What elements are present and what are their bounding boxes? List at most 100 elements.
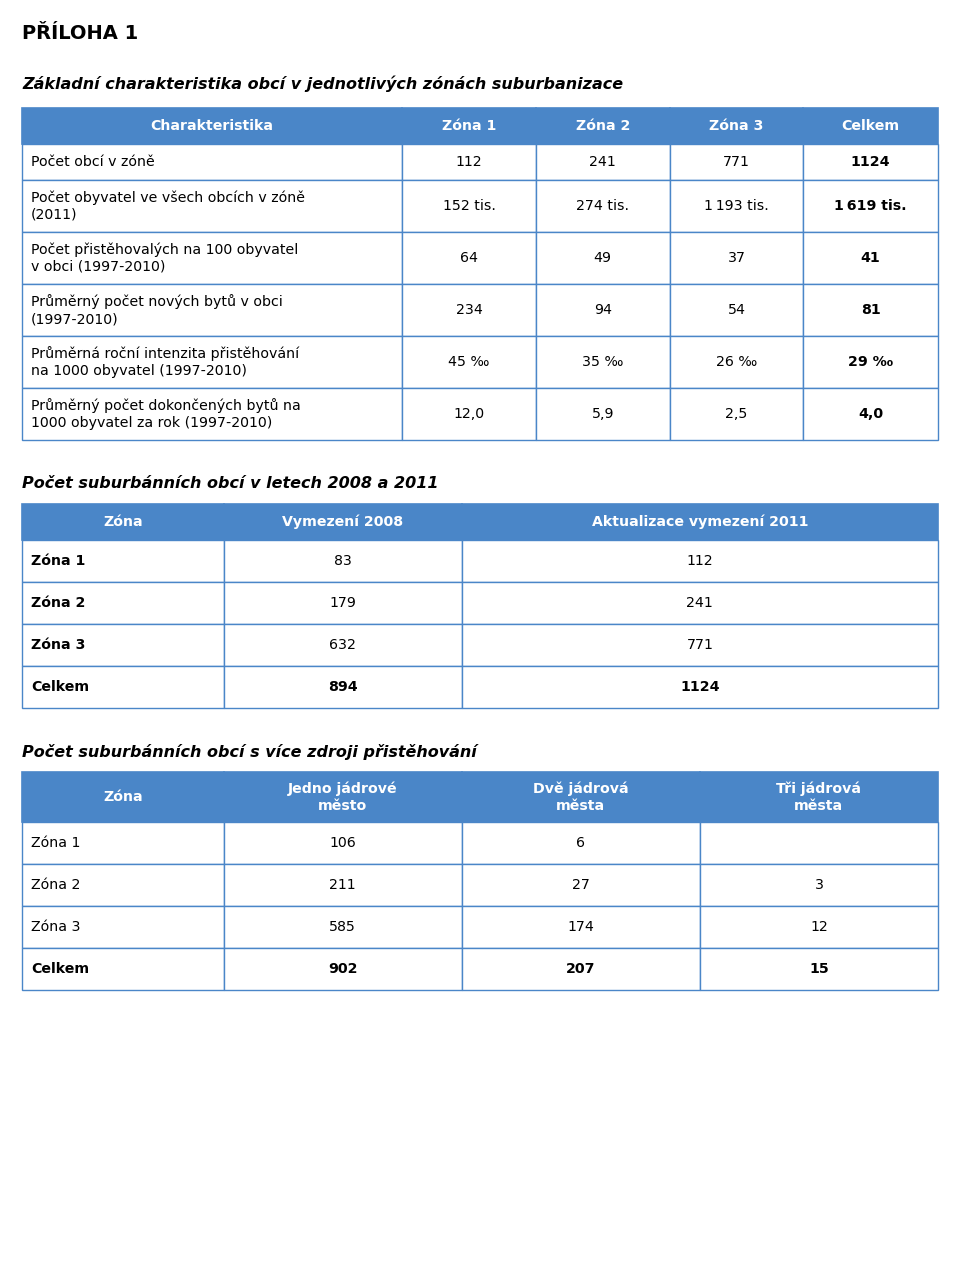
Bar	[224, 583, 462, 624]
Text: Zóna 2: Zóna 2	[31, 878, 81, 892]
Text: 64: 64	[460, 251, 478, 265]
Bar	[224, 907, 462, 948]
Bar	[804, 180, 938, 231]
Text: 585: 585	[329, 919, 356, 934]
Text: Zóna 3: Zóna 3	[31, 638, 85, 652]
Bar	[804, 388, 938, 440]
Text: 771: 771	[723, 156, 750, 168]
Bar	[536, 231, 670, 284]
Bar	[402, 284, 536, 336]
Bar	[22, 336, 402, 388]
Bar	[804, 336, 938, 388]
Text: 6: 6	[576, 836, 586, 850]
Bar	[670, 388, 804, 440]
Text: 771: 771	[686, 638, 713, 652]
Bar	[402, 388, 536, 440]
Text: Zóna 2: Zóna 2	[31, 595, 85, 610]
Text: 35 ‰: 35 ‰	[582, 355, 623, 369]
Bar	[804, 108, 938, 144]
Text: 2,5: 2,5	[726, 406, 748, 421]
Text: 41: 41	[861, 251, 880, 265]
Text: Aktualizace vymezení 2011: Aktualizace vymezení 2011	[591, 514, 808, 530]
Text: 49: 49	[593, 251, 612, 265]
Text: 15: 15	[809, 962, 828, 976]
Text: 152 tis.: 152 tis.	[443, 199, 495, 213]
Bar	[22, 624, 224, 666]
Bar	[700, 948, 938, 990]
Bar	[462, 540, 938, 583]
Text: PŘÍLOHA 1: PŘÍLOHA 1	[22, 24, 138, 42]
Text: Základní charakteristika obcí v jednotlivých zónách suburbanizace: Základní charakteristika obcí v jednotli…	[22, 76, 623, 93]
Bar	[22, 231, 402, 284]
Bar	[670, 180, 804, 231]
Bar	[224, 864, 462, 907]
Bar	[224, 772, 462, 822]
Bar	[670, 231, 804, 284]
Bar	[22, 772, 224, 822]
Bar	[22, 583, 224, 624]
Bar	[22, 540, 224, 583]
Bar	[804, 231, 938, 284]
Bar	[804, 284, 938, 336]
Text: Tři jádrová
města: Tři jádrová města	[777, 781, 861, 813]
Text: Celkem: Celkem	[31, 962, 89, 976]
Text: Zóna 2: Zóna 2	[576, 120, 630, 132]
Bar	[22, 180, 402, 231]
Bar	[536, 180, 670, 231]
Text: Počet suburbánních obcí s více zdroji přistěhování: Počet suburbánních obcí s více zdroji př…	[22, 745, 477, 760]
Bar	[22, 907, 224, 948]
Text: 45 ‰: 45 ‰	[448, 355, 490, 369]
Bar	[224, 822, 462, 864]
Text: 94: 94	[593, 303, 612, 318]
Text: 83: 83	[334, 554, 351, 568]
Text: 179: 179	[329, 595, 356, 610]
Text: 241: 241	[686, 595, 713, 610]
Bar	[462, 583, 938, 624]
Bar	[402, 108, 536, 144]
Bar	[22, 144, 402, 180]
Bar	[536, 144, 670, 180]
Bar	[462, 504, 938, 540]
Bar	[700, 822, 938, 864]
Text: 1124: 1124	[851, 156, 891, 168]
Bar	[22, 948, 224, 990]
Text: Zóna: Zóna	[103, 514, 143, 529]
Text: 207: 207	[566, 962, 595, 976]
Bar	[22, 666, 224, 709]
Bar	[462, 822, 700, 864]
Bar	[670, 336, 804, 388]
Text: Zóna 1: Zóna 1	[442, 120, 496, 132]
Bar	[402, 336, 536, 388]
Text: 112: 112	[456, 156, 482, 168]
Bar	[224, 504, 462, 540]
Text: 902: 902	[328, 962, 357, 976]
Text: 632: 632	[329, 638, 356, 652]
Bar	[462, 907, 700, 948]
Bar	[22, 864, 224, 907]
Text: 241: 241	[589, 156, 616, 168]
Text: Zóna 1: Zóna 1	[31, 554, 85, 568]
Bar	[462, 772, 700, 822]
Text: Celkem: Celkem	[842, 120, 900, 132]
Text: Zóna 3: Zóna 3	[709, 120, 763, 132]
Bar	[536, 336, 670, 388]
Bar	[700, 772, 938, 822]
Bar	[224, 540, 462, 583]
Bar	[224, 624, 462, 666]
Text: 3: 3	[814, 878, 824, 892]
Text: 12,0: 12,0	[453, 406, 485, 421]
Bar	[402, 231, 536, 284]
Text: 5,9: 5,9	[591, 406, 614, 421]
Bar	[536, 284, 670, 336]
Text: Počet obcí v zóně: Počet obcí v zóně	[31, 156, 155, 168]
Bar	[224, 666, 462, 709]
Bar	[22, 822, 224, 864]
Text: Jedno jádrové
město: Jedno jádrové město	[288, 781, 397, 813]
Text: 174: 174	[567, 919, 594, 934]
Text: Počet obyvatel ve všech obcích v zóně
(2011): Počet obyvatel ve všech obcích v zóně (2…	[31, 190, 305, 222]
Text: 29 ‰: 29 ‰	[848, 355, 893, 369]
Text: Počet suburbánních obcí v letech 2008 a 2011: Počet suburbánních obcí v letech 2008 a …	[22, 476, 439, 491]
Text: 1124: 1124	[680, 680, 720, 694]
Text: 106: 106	[329, 836, 356, 850]
Text: 274 tis.: 274 tis.	[576, 199, 629, 213]
